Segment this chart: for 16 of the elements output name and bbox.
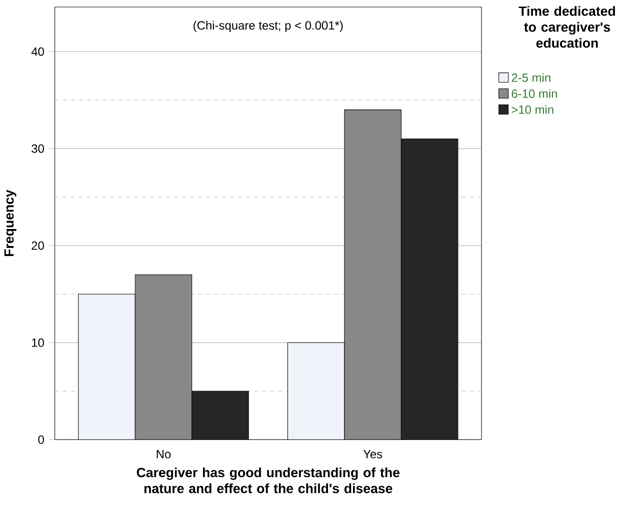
y-tick-label: 40 xyxy=(31,47,44,56)
legend-label: 2-5 min xyxy=(512,72,550,82)
legend-label: >10 min xyxy=(512,104,554,114)
annotation: (Chi-square test; p < 0.001*) xyxy=(194,20,343,32)
y-tick-label: 20 xyxy=(32,241,44,250)
bar xyxy=(400,138,458,440)
bar xyxy=(192,390,249,440)
legend-label: 6-10 min xyxy=(512,88,557,98)
y-tick-label: 0 xyxy=(38,435,44,444)
y-tick-label: 10 xyxy=(32,338,44,347)
legend-title: Time dedicated to caregiver's education xyxy=(518,6,615,48)
y-axis-title: Frequency xyxy=(4,190,16,256)
x-axis-title: Caregiver has good understanding of the nature and effect of the child's disease xyxy=(136,467,400,493)
x-tick-label: No xyxy=(156,450,171,458)
y-tick-label: 30 xyxy=(32,144,44,153)
x-tick-label: Yes xyxy=(363,450,382,458)
